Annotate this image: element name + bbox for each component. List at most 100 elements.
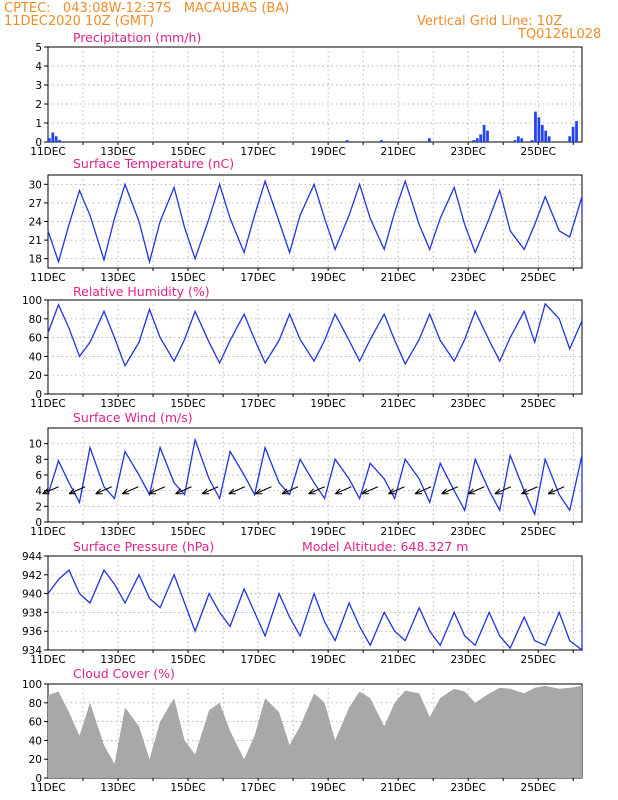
wind-arrow [361,486,379,495]
x-tick-label: 25DEC [521,146,556,158]
y-tick-label: 24 [29,217,43,229]
panel-5 [44,683,583,781]
precip-bar [571,126,575,142]
x-tick-label: 23DEC [450,782,485,794]
series-line [47,179,583,265]
x-tick-label: 23DEC [450,526,485,538]
precip-bar [51,132,55,142]
precip-bar [475,138,479,142]
x-tick-label: 21DEC [380,526,415,538]
precip-bar [486,130,489,142]
x-tick-label: 21DEC [380,398,415,410]
panel-1 [44,174,583,271]
y-tick-label: 27 [29,198,42,210]
x-tick-label: 15DEC [170,398,205,410]
precip-bar [575,121,578,142]
x-tick-label: 17DEC [240,526,275,538]
y-tick-label: 0 [35,773,42,785]
y-tick-label: 4 [35,486,42,498]
precip-bar [345,140,349,142]
wind-arrowhead [388,488,396,495]
wind-arrow [308,486,325,495]
precip-bar [513,140,517,142]
y-tick-label: 8 [35,454,42,466]
wind-arrowhead [255,488,263,495]
x-tick-label: 25DEC [521,272,556,284]
x-tick-label: 13DEC [100,526,135,538]
panel-title: Relative Humidity (%) [73,284,210,299]
panel-3 [42,427,583,525]
series-line [47,437,583,517]
x-tick-label: 21DEC [380,272,415,284]
x-tick-label: 11DEC [30,526,65,538]
precip-bar [516,136,520,142]
wind-arrow [42,486,59,495]
y-tick-label: 10 [29,439,42,451]
wind-arrowhead [148,488,156,495]
y-tick-label: 0 [35,389,42,401]
x-tick-label: 25DEC [521,782,556,794]
y-tick-label: 3 [35,80,42,92]
precip-bar [534,111,537,142]
header-model-code: TQ0126L028 [518,27,602,42]
x-tick-label: 17DEC [240,146,275,158]
precip-bar [482,124,486,142]
x-tick-label: 19DEC [310,398,345,410]
wind-arrowhead [441,488,449,495]
y-tick-label: 944 [22,551,42,563]
wind-arrowhead [467,488,476,495]
x-tick-label: 21DEC [380,146,415,158]
panel-frame [47,555,583,651]
panel-4 [44,555,583,653]
x-tick-label: 13DEC [100,398,135,410]
series-line [47,302,583,368]
series-line [47,568,583,652]
y-tick-label: 936 [22,626,42,638]
panel-annotation: Model Altitude: 648.327 m [302,539,468,554]
x-tick-label: 17DEC [240,398,275,410]
x-tick-label: 19DEC [310,526,345,538]
x-tick-label: 21DEC [380,654,415,666]
x-tick-label: 23DEC [450,654,485,666]
precip-bar [58,140,62,142]
y-tick-label: 80 [29,314,42,326]
precip-bar [472,140,476,142]
y-tick-label: 18 [29,254,42,266]
panel-0 [44,46,583,145]
x-tick-label: 11DEC [30,146,65,158]
y-tick-label: 40 [29,351,42,363]
y-tick-label: 0 [35,517,42,529]
precip-bar [427,138,431,142]
y-tick-label: 0 [35,137,42,149]
x-tick-label: 15DEC [170,782,205,794]
panel-title: Surface Pressure (hPa) [73,539,214,554]
x-tick-label: 11DEC [30,398,65,410]
y-tick-label: 940 [22,589,42,601]
wind-arrow [414,486,432,495]
wind-arrowhead [547,488,556,495]
wind-arrowhead [95,488,103,495]
y-tick-label: 60 [29,333,42,345]
wind-arrowhead [68,488,77,495]
wind-arrowhead [414,488,423,495]
header-vertical-grid: Vertical Grid Line: 10Z [417,14,563,29]
wind-arrow [468,486,485,495]
x-tick-label: 11DEC [30,272,65,284]
wind-arrow [148,486,166,495]
precip-bar [568,136,572,142]
wind-arrowhead [521,488,529,495]
wind-arrowhead [281,488,290,495]
x-tick-label: 25DEC [521,654,556,666]
y-tick-label: 942 [22,570,42,582]
wind-arrow [281,486,299,495]
wind-arrow [228,486,245,495]
wind-arrowhead [308,488,316,495]
cloud-area [48,685,582,778]
wind-arrow [547,486,565,495]
precip-bar [547,136,551,142]
wind-arrowhead [494,488,502,495]
wind-arrow [95,486,112,495]
wind-arrowhead [361,488,369,495]
panel-frame [47,299,583,395]
